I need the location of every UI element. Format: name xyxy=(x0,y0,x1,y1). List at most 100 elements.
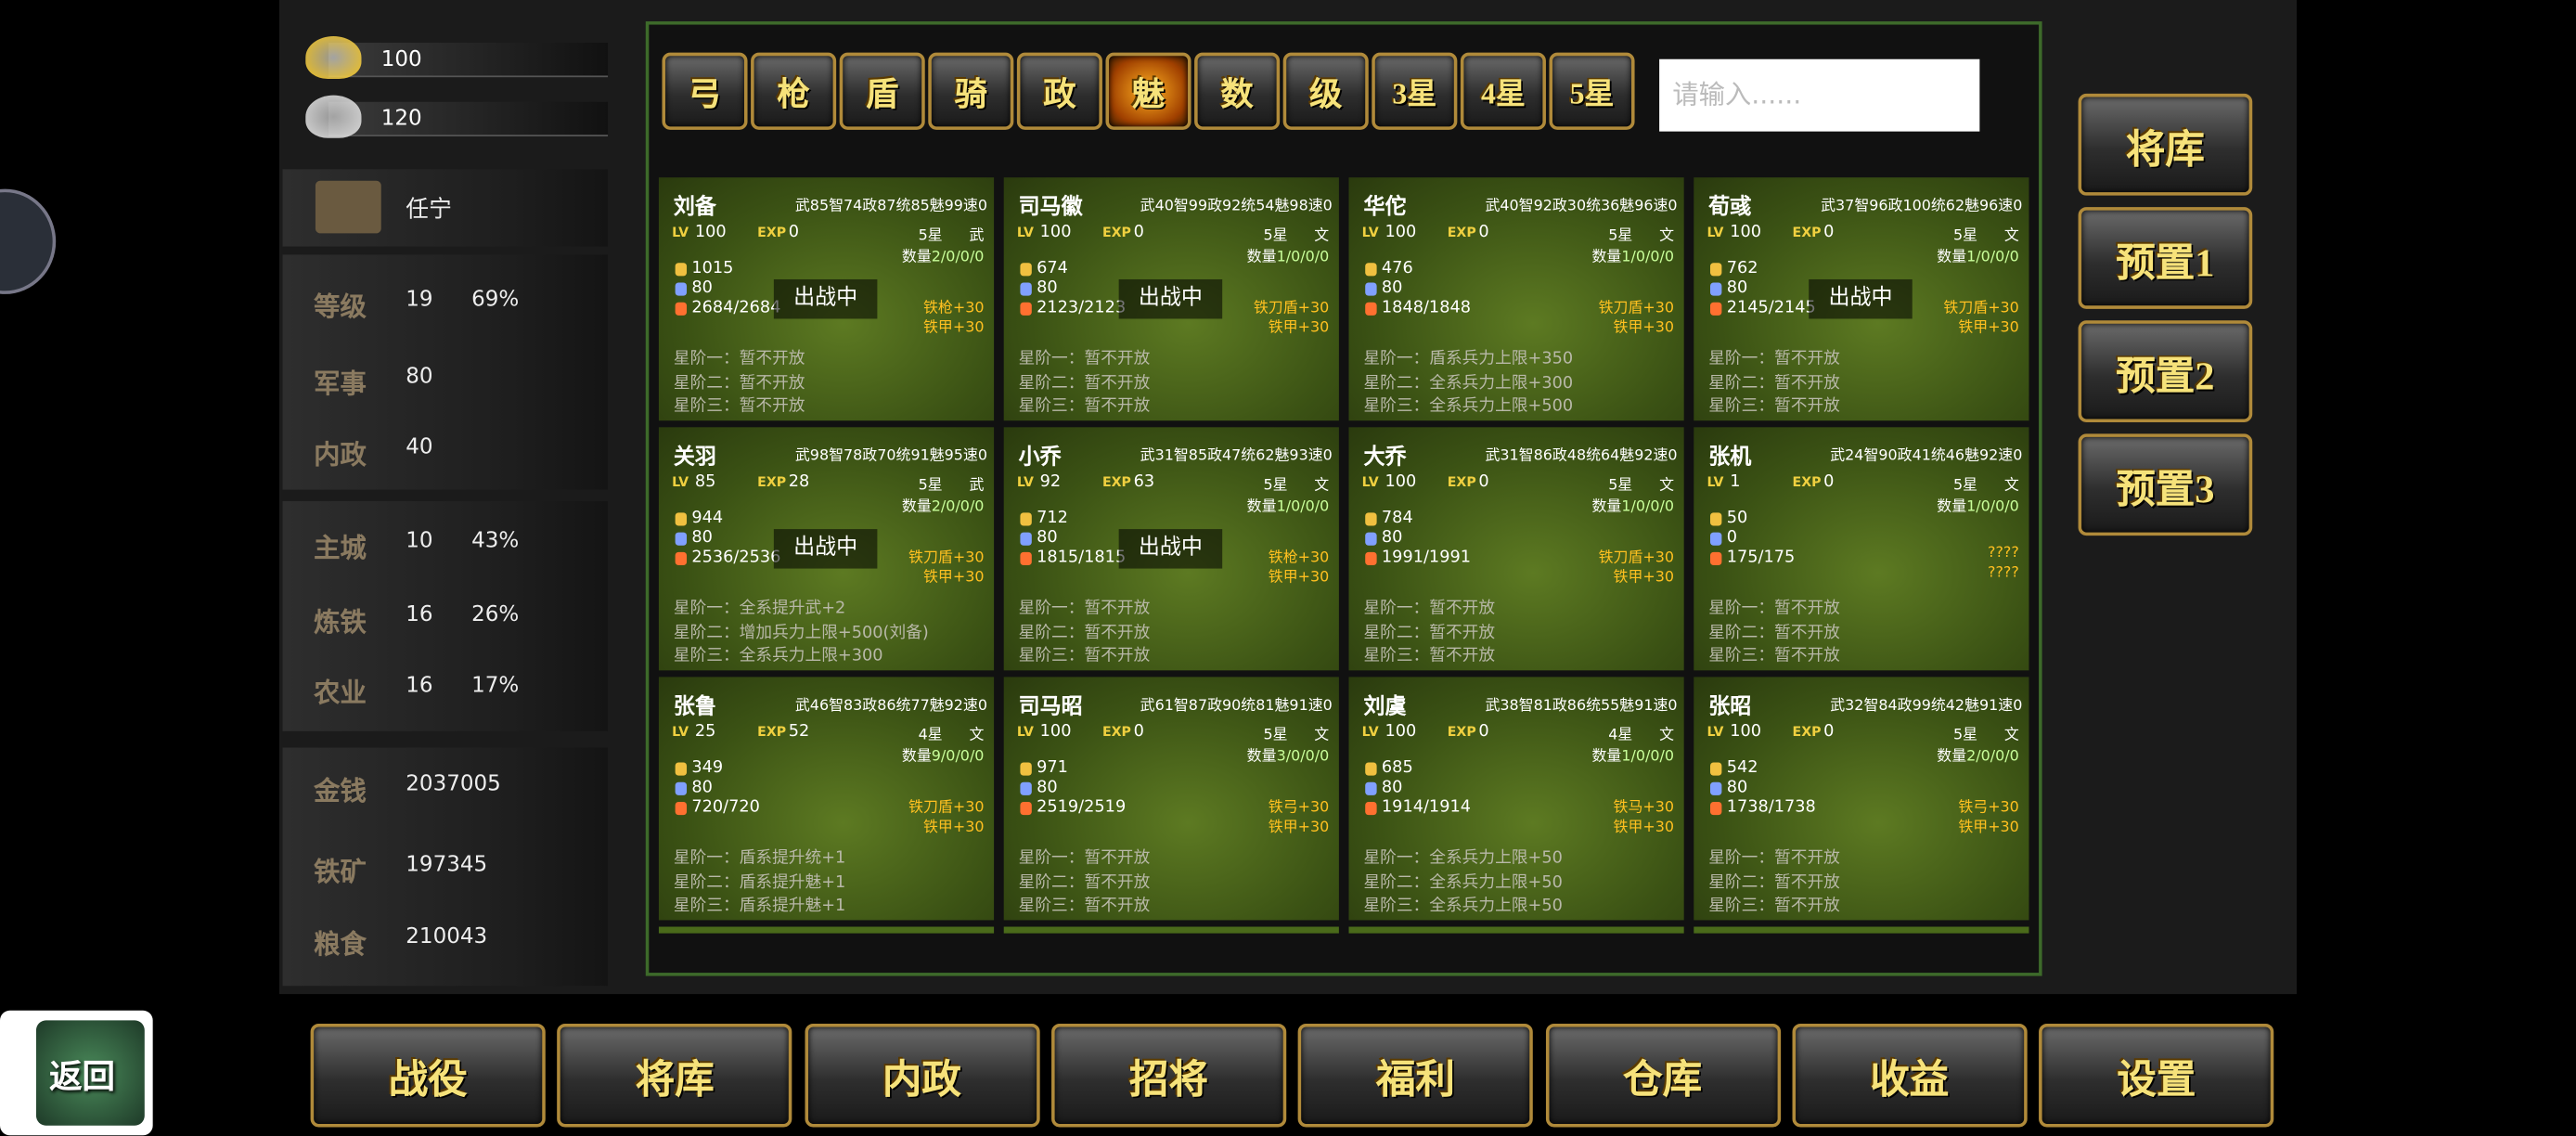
filter-button[interactable]: 4星 xyxy=(1460,52,1546,130)
hp-icon xyxy=(1709,801,1722,816)
stat-group xyxy=(282,747,609,987)
stage-text: 星阶二：暂不开放 xyxy=(1363,623,1496,642)
filter-button[interactable]: 政 xyxy=(1016,52,1102,130)
atk-icon xyxy=(1365,762,1377,776)
count-label: 数量 xyxy=(901,250,932,266)
stat-value: 210043 xyxy=(406,924,488,950)
side-button[interactable]: 预置3 xyxy=(2078,433,2253,536)
atk-icon xyxy=(675,512,688,526)
count-value: 1/0/0/0 xyxy=(1621,749,1675,767)
exp-value: 0 xyxy=(1823,472,1835,492)
exp-label: EXP xyxy=(1447,474,1476,490)
stage-text: 星阶一：暂不开放 xyxy=(1018,849,1151,868)
filter-button[interactable]: 枪 xyxy=(751,52,837,130)
lv-label: LV xyxy=(1361,225,1379,240)
back-button[interactable]: 返回 xyxy=(0,1010,153,1136)
bonus: 铁刀盾+30 xyxy=(1253,300,1330,317)
side-button[interactable]: 预置1 xyxy=(2078,207,2253,309)
general-card[interactable]: 荀彧 武37智96政100统62魅96速0 LV 100 EXP 0 5星 文数量1/0/0/… xyxy=(1694,177,2029,421)
player-avatar xyxy=(315,180,381,234)
atk-icon xyxy=(1020,263,1032,277)
side-button[interactable]: 预置2 xyxy=(2078,320,2253,422)
kind: 文 xyxy=(969,728,985,744)
def-value: 80 xyxy=(1726,779,1748,797)
stage-text: 星阶一：暂不开放 xyxy=(1708,350,1840,368)
stage-text: 星阶二：全系兵力上限+300 xyxy=(1363,373,1574,393)
bonus: 铁甲+30 xyxy=(1268,820,1330,837)
status-badge: 出战中 xyxy=(1809,278,1913,319)
general-attrs: 武37智96政100统62魅96速0 xyxy=(1821,199,2023,215)
filter-button[interactable]: 骑 xyxy=(928,52,1014,130)
stage-text: 星阶二：盾系提升魅+1 xyxy=(673,872,846,892)
bonus: 铁甲+30 xyxy=(922,320,985,337)
nav-button[interactable]: 将库 xyxy=(557,1023,792,1128)
side-button[interactable]: 将库 xyxy=(2078,93,2253,196)
stage-text: 星阶一：盾系提升统+1 xyxy=(673,849,846,868)
search-input[interactable]: 请输入...... xyxy=(1659,58,1980,132)
general-card[interactable]: 司马徽 武40智99政92统54魅98速0 LV 100 EXP 0 5星 文数量1/0/0/… xyxy=(1003,177,1339,421)
nav-button[interactable]: 招将 xyxy=(1050,1023,1287,1128)
exp-value: 0 xyxy=(1478,472,1489,492)
lv-label: LV xyxy=(672,724,689,740)
stat-group xyxy=(282,500,609,731)
general-name: 华佗 xyxy=(1363,195,1407,221)
general-name: 张昭 xyxy=(1708,694,1752,720)
stage-text: 星阶一：暂不开放 xyxy=(1363,600,1496,618)
filter-button[interactable]: 3星 xyxy=(1372,52,1458,130)
nav-button[interactable]: 内政 xyxy=(804,1023,1039,1128)
general-card[interactable]: 张昭 武32智84政99统42魅91速0 LV 100 EXP 0 5星 文数量2/0/0/0… xyxy=(1694,677,2029,921)
count-label: 数量 xyxy=(1937,499,1967,516)
nav-button[interactable]: 收益 xyxy=(1792,1023,2028,1128)
general-card[interactable]: 华佗 武40智92政30统36魅96速0 LV 100 EXP 0 5星 文数量1/0/0/0… xyxy=(1348,177,1684,421)
general-name: 荀彧 xyxy=(1708,195,1752,221)
nav-button[interactable]: 设置 xyxy=(2039,1023,2274,1128)
hp-icon xyxy=(675,801,688,816)
general-card[interactable]: 小乔 武31智85政47统62魅93速0 LV 92 EXP 63 5星 文数量1/0/0/0… xyxy=(1003,427,1339,671)
stat-label: 粮食 xyxy=(314,931,367,960)
count-label: 数量 xyxy=(1591,250,1622,266)
nav-button[interactable]: 福利 xyxy=(1297,1023,1534,1128)
general-card[interactable]: 刘虞 武38智81政86统55魅91速0 LV 100 EXP 0 4星 文数量1/0/0/0… xyxy=(1348,677,1684,921)
exp-label: EXP xyxy=(1792,225,1822,240)
def-value: 80 xyxy=(691,278,713,298)
atk-icon xyxy=(1020,512,1032,526)
filter-button[interactable]: 魅 xyxy=(1105,52,1191,130)
exp-label: EXP xyxy=(1792,474,1822,490)
atk-icon xyxy=(1365,512,1377,526)
stat-value: 80 xyxy=(406,365,433,390)
general-card[interactable]: 大乔 武31智86政48统64魅92速0 LV 100 EXP 0 5星 文数量1/0/0/0… xyxy=(1348,427,1684,671)
lv-label: LV xyxy=(1707,225,1724,240)
general-card[interactable]: 刘备 武85智74政87统85魅99速0 LV 100 EXP 0 5星 武数量2/0/0/0… xyxy=(658,177,995,421)
filter-button[interactable]: 数 xyxy=(1194,52,1281,130)
general-card[interactable]: 司马昭 武61智87政90统81魅91速0 LV 100 EXP 0 5星 文数量3/0/0/… xyxy=(1003,677,1339,921)
kind: 文 xyxy=(2003,478,2019,495)
general-card[interactable]: 张机 武24智90政41统46魅92速0 LV 1 EXP 0 5星文数量1/0/0/0 50… xyxy=(1694,427,2029,671)
stat-group xyxy=(282,254,609,490)
filter-button[interactable]: 5星 xyxy=(1549,52,1635,130)
exp-label: EXP xyxy=(757,225,787,240)
status-badge: 出战中 xyxy=(1118,278,1223,319)
nav-button[interactable]: 战役 xyxy=(310,1023,546,1128)
bonus: 铁刀盾+30 xyxy=(1598,300,1675,317)
general-card[interactable]: 关羽 武98智78政70统91魅95速0 LV 85 EXP 28 5星 武数量2/0/0/0… xyxy=(658,427,995,671)
lv-value: 25 xyxy=(694,722,716,742)
general-card[interactable]: 张鲁 武46智83政86统77魅92速0 LV 25 EXP 52 4星 文数量9/0/0/0… xyxy=(658,677,995,921)
filter-button[interactable]: 盾 xyxy=(839,52,925,130)
stat-label: 农业 xyxy=(314,679,367,709)
bonus: ???? xyxy=(1988,545,2019,562)
resource-bar xyxy=(328,101,609,136)
hp-icon xyxy=(675,302,688,316)
filter-button[interactable]: 级 xyxy=(1282,52,1369,130)
hp-value: 2123/2123 xyxy=(1037,299,1127,317)
kind: 文 xyxy=(2003,228,2019,245)
stage-text: 星阶二：暂不开放 xyxy=(1018,872,1151,892)
card-partial xyxy=(658,926,995,934)
nav-button[interactable]: 仓库 xyxy=(1545,1023,1781,1128)
def-icon xyxy=(1709,781,1722,795)
status-badge: 出战中 xyxy=(1118,529,1223,569)
stage-text: 星阶二：暂不开放 xyxy=(673,373,805,393)
stat-label: 铁矿 xyxy=(314,858,367,888)
filter-button[interactable]: 弓 xyxy=(662,52,748,130)
side-handle[interactable] xyxy=(0,188,57,294)
